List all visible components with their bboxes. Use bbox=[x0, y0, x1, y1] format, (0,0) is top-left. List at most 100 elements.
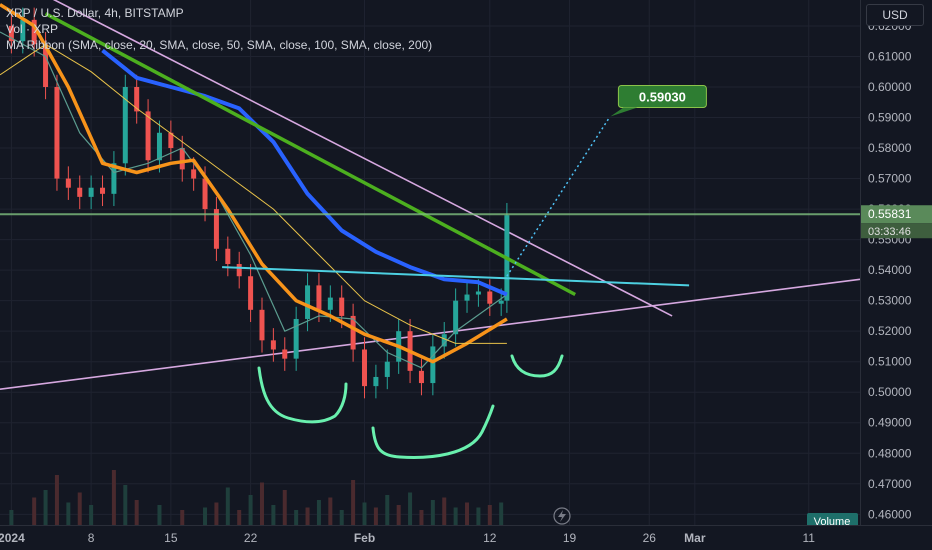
time-axis-background bbox=[0, 525, 932, 550]
volume-bar bbox=[271, 505, 276, 525]
volume-bar bbox=[328, 497, 333, 525]
time-tick-label: 11 bbox=[803, 531, 816, 545]
candle-body bbox=[498, 300, 504, 304]
ma-50-line[interactable] bbox=[0, 3, 508, 364]
volume-bar bbox=[203, 507, 208, 525]
volume-bar bbox=[453, 507, 458, 525]
price-tick-label: 0.60000 bbox=[868, 80, 912, 94]
volume-bar bbox=[180, 510, 185, 525]
candle-body bbox=[145, 111, 151, 161]
candle-body bbox=[54, 86, 60, 179]
volume-bar bbox=[237, 510, 242, 525]
volume-bar bbox=[282, 490, 287, 525]
volume-bar bbox=[430, 500, 435, 525]
volume-bar bbox=[66, 502, 71, 525]
candle-body bbox=[362, 349, 368, 387]
volume-bar bbox=[316, 500, 321, 525]
price-tick-label: 0.57000 bbox=[868, 172, 912, 186]
time-tick-label: 8 bbox=[88, 531, 95, 545]
candle-body bbox=[270, 340, 276, 350]
volume-bar bbox=[419, 510, 424, 525]
pattern-arc-2[interactable] bbox=[371, 404, 495, 459]
volume-bar bbox=[225, 487, 230, 525]
volume-bar bbox=[362, 502, 367, 525]
candle-body bbox=[327, 297, 333, 310]
current-price-text: 0.55831 bbox=[868, 207, 912, 221]
currency-button[interactable]: USD bbox=[866, 4, 924, 26]
candle-body bbox=[293, 318, 299, 359]
symbol-title[interactable]: XRP / U.S. Dollar, 4h, BITSTAMP bbox=[6, 6, 184, 20]
candle-body bbox=[316, 285, 322, 310]
current-price-tag-box bbox=[861, 205, 932, 224]
candle-body bbox=[168, 132, 174, 149]
trendline-green_resistance[interactable] bbox=[44, 12, 577, 297]
price-tick-label: 0.46000 bbox=[868, 507, 912, 521]
volume-indicator-label[interactable]: Vol · XRP bbox=[6, 22, 59, 36]
candle-body bbox=[20, 19, 26, 42]
target-label-box bbox=[617, 85, 707, 109]
volume-bar bbox=[157, 505, 162, 525]
current-price-tag[interactable]: 0.55831 03:33:46 bbox=[861, 205, 932, 239]
countdown-text: 03:33:46 bbox=[868, 226, 911, 238]
candle-body bbox=[475, 291, 481, 295]
time-tick-label: 12 bbox=[483, 531, 497, 545]
lightning-icon-glyph bbox=[558, 510, 566, 522]
volume-bar bbox=[442, 497, 447, 525]
volume-bar bbox=[77, 492, 82, 525]
candle-body bbox=[259, 309, 265, 341]
candle-body bbox=[384, 361, 390, 377]
trendline-neckline[interactable] bbox=[222, 266, 690, 287]
candle-body bbox=[225, 248, 231, 265]
lightning-icon[interactable] bbox=[553, 507, 571, 525]
candle-body bbox=[453, 300, 459, 335]
volume-bar bbox=[373, 507, 378, 525]
projection-line[interactable] bbox=[506, 117, 611, 277]
legend: XRP / U.S. Dollar, 4h, BITSTAMP Vol · XR… bbox=[6, 5, 432, 53]
candle-body bbox=[350, 315, 356, 350]
trendline-lilac_lower[interactable] bbox=[0, 278, 861, 390]
volume-bar bbox=[487, 505, 492, 525]
pattern-arc-1[interactable] bbox=[257, 366, 348, 424]
price-axis-background bbox=[860, 0, 932, 550]
price-tick-label: 0.50000 bbox=[868, 385, 912, 399]
target-price-label[interactable]: 0.59030 bbox=[610, 85, 707, 117]
candle-body bbox=[430, 346, 436, 384]
lightning-icon-ring bbox=[553, 507, 571, 525]
volume-bar bbox=[396, 505, 401, 525]
volume-bar bbox=[9, 510, 14, 525]
volume-bar bbox=[305, 507, 310, 525]
volume-bar bbox=[259, 482, 264, 525]
volume-bar bbox=[134, 500, 139, 525]
volume-bar bbox=[499, 502, 504, 525]
volume-bar bbox=[43, 490, 48, 525]
price-tick-label: 0.53000 bbox=[868, 294, 912, 308]
candle-body bbox=[339, 297, 345, 316]
candle-body bbox=[100, 187, 106, 194]
candle-body bbox=[77, 187, 83, 197]
price-tick-label: 0.47000 bbox=[868, 477, 912, 491]
candle-body bbox=[213, 209, 219, 249]
candle-body bbox=[111, 163, 117, 194]
time-tick-label: 22 bbox=[244, 531, 258, 545]
candle-body bbox=[248, 276, 254, 310]
candle-body bbox=[202, 178, 208, 210]
price-tick-label: 0.54000 bbox=[868, 263, 912, 277]
price-tick-label: 0.51000 bbox=[868, 355, 912, 369]
price-tick-label: 0.58000 bbox=[868, 141, 912, 155]
volume-bar bbox=[54, 475, 59, 525]
ma-100-line[interactable] bbox=[101, 48, 508, 297]
ma-ribbon-label[interactable]: MA Ribbon (SMA, close, 20, SMA, close, 5… bbox=[6, 38, 433, 52]
price-tick-label: 0.49000 bbox=[868, 416, 912, 430]
candle-body bbox=[156, 132, 162, 161]
ma-200-line[interactable] bbox=[0, 43, 507, 344]
volume-bar bbox=[214, 502, 219, 525]
candle-body bbox=[179, 148, 185, 170]
time-tick-label: Feb bbox=[354, 531, 375, 545]
pattern-arc-3[interactable] bbox=[510, 354, 564, 378]
trendline-lilac_upper[interactable] bbox=[46, 0, 673, 317]
volume-bar bbox=[339, 510, 344, 525]
volume-tag-box bbox=[807, 513, 858, 528]
